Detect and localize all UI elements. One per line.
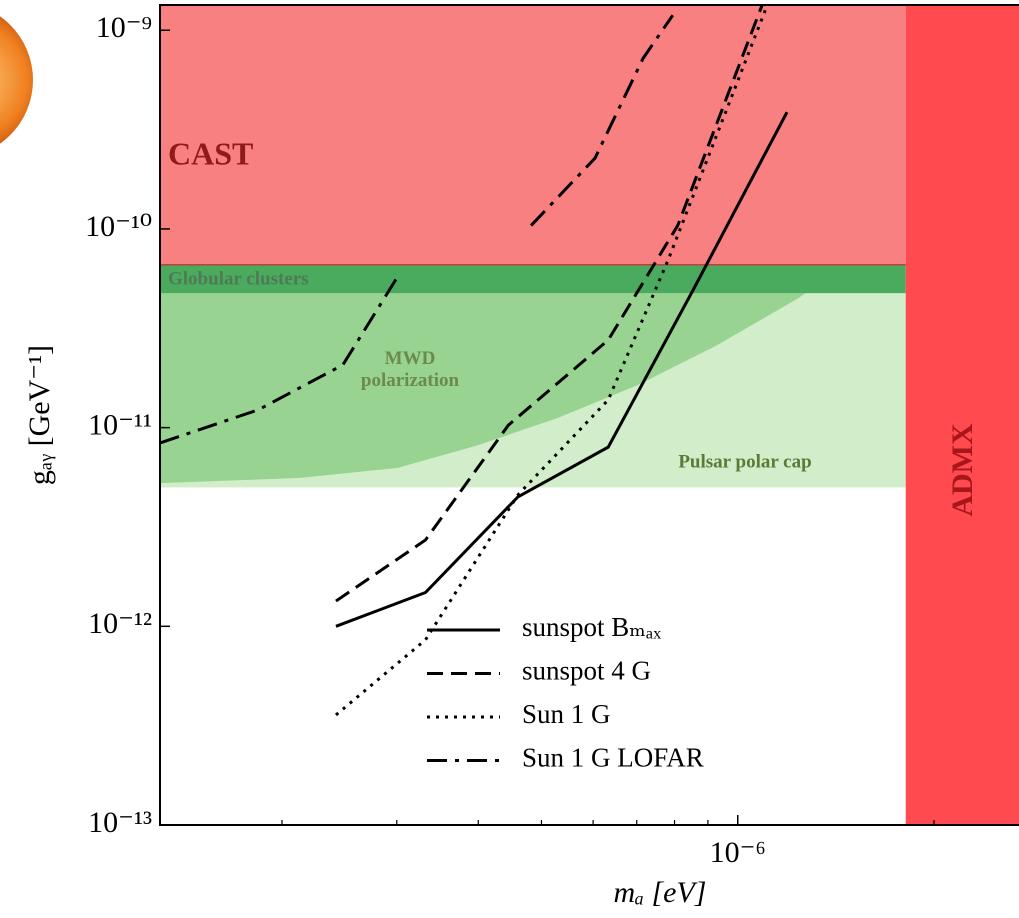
y-tick-label: 10⁻¹⁰	[85, 210, 152, 243]
region	[906, 5, 1019, 825]
region-label: Pulsar polar cap	[678, 451, 811, 472]
legend-label: Sun 1 G	[522, 699, 611, 729]
y-tick-label: 10⁻¹²	[88, 607, 152, 640]
y-tick-label: 10⁻¹³	[88, 806, 152, 839]
x-tick-label: 10⁻⁶	[710, 836, 766, 869]
y-tick-label: 10⁻⁹	[96, 11, 152, 44]
legend-label: sunspot 4 G	[522, 656, 651, 686]
region-label: ADMX	[946, 423, 979, 517]
x-axis-label: mₐ [eV]	[614, 876, 707, 909]
legend-label: Sun 1 G LOFAR	[522, 743, 704, 773]
legend-label: sunspot Bₘₐₓ	[522, 612, 661, 642]
chart: 10⁻¹³ 10⁻¹² 10⁻¹¹ 10⁻¹⁰ 10⁻⁹ 10⁻⁶ mₐ [eV] gₐᵧ…	[0, 0, 1019, 918]
y-tick-label: 10⁻¹¹	[88, 409, 152, 442]
page: 10⁻¹³ 10⁻¹² 10⁻¹¹ 10⁻¹⁰ 10⁻⁹ 10⁻⁶ mₐ [eV] gₐᵧ…	[0, 0, 1019, 918]
region-label: MWD polarization	[345, 348, 475, 392]
y-axis-label: gₐᵧ [GeV⁻¹]	[23, 345, 56, 485]
sun-image	[0, 2, 33, 158]
region-label: CAST	[168, 135, 253, 171]
region-label: Globular clusters	[168, 268, 309, 289]
